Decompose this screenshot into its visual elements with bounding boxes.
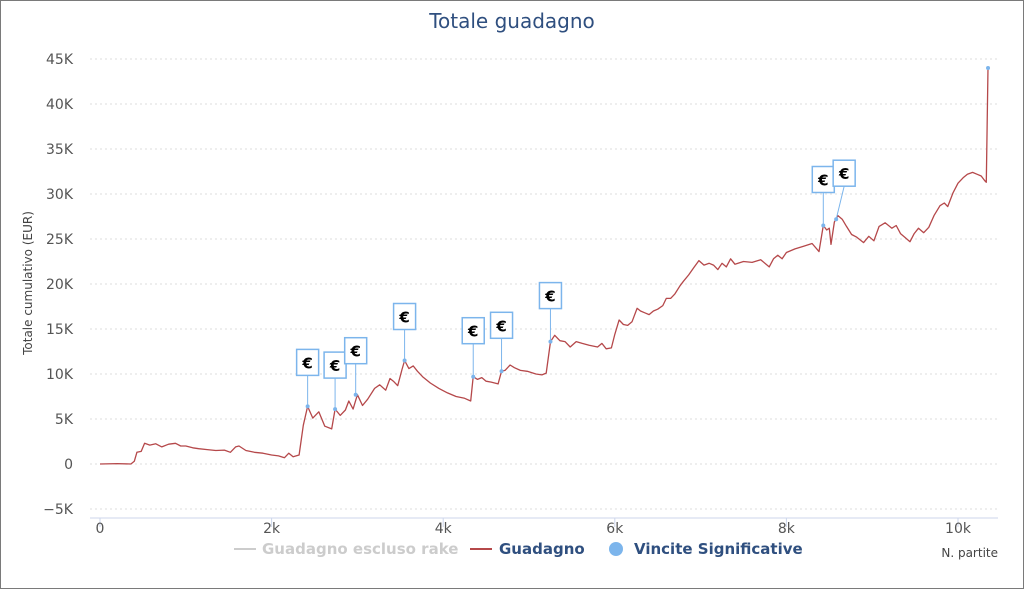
significant-win-marker[interactable]: € xyxy=(295,348,320,409)
y-tick-label: 10K xyxy=(46,367,74,383)
flag-euro-icon: € xyxy=(398,309,409,327)
y-tick-label: 5K xyxy=(55,412,74,428)
flag-box xyxy=(343,336,368,365)
legend-item-vincite-significative[interactable]: Vincite Significative xyxy=(609,540,803,558)
x-tick-label: 4k xyxy=(435,521,453,537)
legend-label-guadagno: Guadagno xyxy=(499,540,585,558)
significant-win-marker[interactable]: € xyxy=(323,351,347,412)
x-axis-label: N. partite xyxy=(941,546,998,560)
significant-win-marker[interactable]: € xyxy=(832,159,856,222)
flag-pole xyxy=(835,186,845,220)
y-tick-label: 0 xyxy=(64,457,73,473)
significant-win-marker[interactable]: € xyxy=(538,281,563,344)
y-tick-label: −5K xyxy=(43,502,74,518)
legend-item-guadagno-escluso-rake[interactable]: Guadagno escluso rake xyxy=(234,540,458,558)
flag-euro-icon: € xyxy=(349,343,360,361)
series-line-guadagno xyxy=(99,67,989,465)
flag-box xyxy=(392,302,417,331)
flag-box xyxy=(538,281,563,310)
chart-title: Totale guadagno xyxy=(428,9,595,33)
legend-label-guadagno-escluso-rake: Guadagno escluso rake xyxy=(262,540,458,558)
significant-win-marker[interactable]: € xyxy=(461,316,485,379)
flag-euro-icon: € xyxy=(495,317,506,335)
x-tick-label: 2k xyxy=(263,521,281,537)
y-tick-label: 25K xyxy=(46,232,74,248)
flag-box xyxy=(323,351,347,379)
y-tick-label: 20K xyxy=(46,277,74,293)
flag-box xyxy=(832,159,856,187)
flag-box xyxy=(461,316,485,345)
y-axis-label: Totale cumulativo (EUR) xyxy=(21,211,35,356)
x-tick-label: 6k xyxy=(606,521,624,537)
x-tick-label: 10k xyxy=(945,521,972,537)
marker-point xyxy=(986,66,991,70)
x-tick-label: 8k xyxy=(778,521,796,537)
significant-win-marker[interactable]: € xyxy=(392,302,417,363)
y-tick-label: 45K xyxy=(46,52,74,68)
x-axis-ticks: 0 2k 4k 6k 8k 10k xyxy=(96,518,972,537)
y-tick-label: 40K xyxy=(46,97,74,113)
x-tick-label: 0 xyxy=(96,521,105,537)
y-axis-ticks: −5K 0 5K 10K 15K 20K 25K 30K 35K 40K 45K xyxy=(43,52,74,518)
flag-euro-icon: € xyxy=(838,165,849,183)
legend-label-vincite-significative: Vincite Significative xyxy=(634,540,803,558)
flag-euro-icon: € xyxy=(817,172,828,190)
y-tick-label: 30K xyxy=(46,187,74,203)
flag-euro-icon: € xyxy=(544,288,555,306)
significant-wins-markers: € € € € € € € € € xyxy=(295,66,991,412)
significant-win-marker[interactable]: € xyxy=(343,336,368,397)
legend: Guadagno escluso rake Guadagno Vincite S… xyxy=(234,540,803,558)
y-tick-label: 35K xyxy=(46,142,74,158)
flag-euro-icon: € xyxy=(301,354,312,372)
y-tick-label: 15K xyxy=(46,322,74,338)
grid-lines xyxy=(90,58,998,519)
flag-euro-icon: € xyxy=(467,323,478,341)
significant-win-marker[interactable]: € xyxy=(811,165,836,228)
significant-win-marker[interactable]: € xyxy=(489,311,514,374)
series-lines xyxy=(99,67,989,465)
flag-box xyxy=(489,311,514,340)
significant-win-marker[interactable] xyxy=(986,66,991,70)
flag-box xyxy=(295,348,320,377)
flag-euro-icon: € xyxy=(329,357,340,375)
legend-item-guadagno[interactable]: Guadagno xyxy=(470,540,585,558)
